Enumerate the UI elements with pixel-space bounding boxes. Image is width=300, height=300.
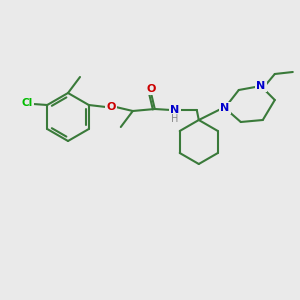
Text: O: O <box>146 84 155 94</box>
Text: N: N <box>256 81 266 91</box>
Text: Cl: Cl <box>22 98 33 108</box>
Text: O: O <box>106 102 116 112</box>
Text: N: N <box>220 103 230 113</box>
Text: H: H <box>171 114 178 124</box>
Text: N: N <box>170 105 179 115</box>
